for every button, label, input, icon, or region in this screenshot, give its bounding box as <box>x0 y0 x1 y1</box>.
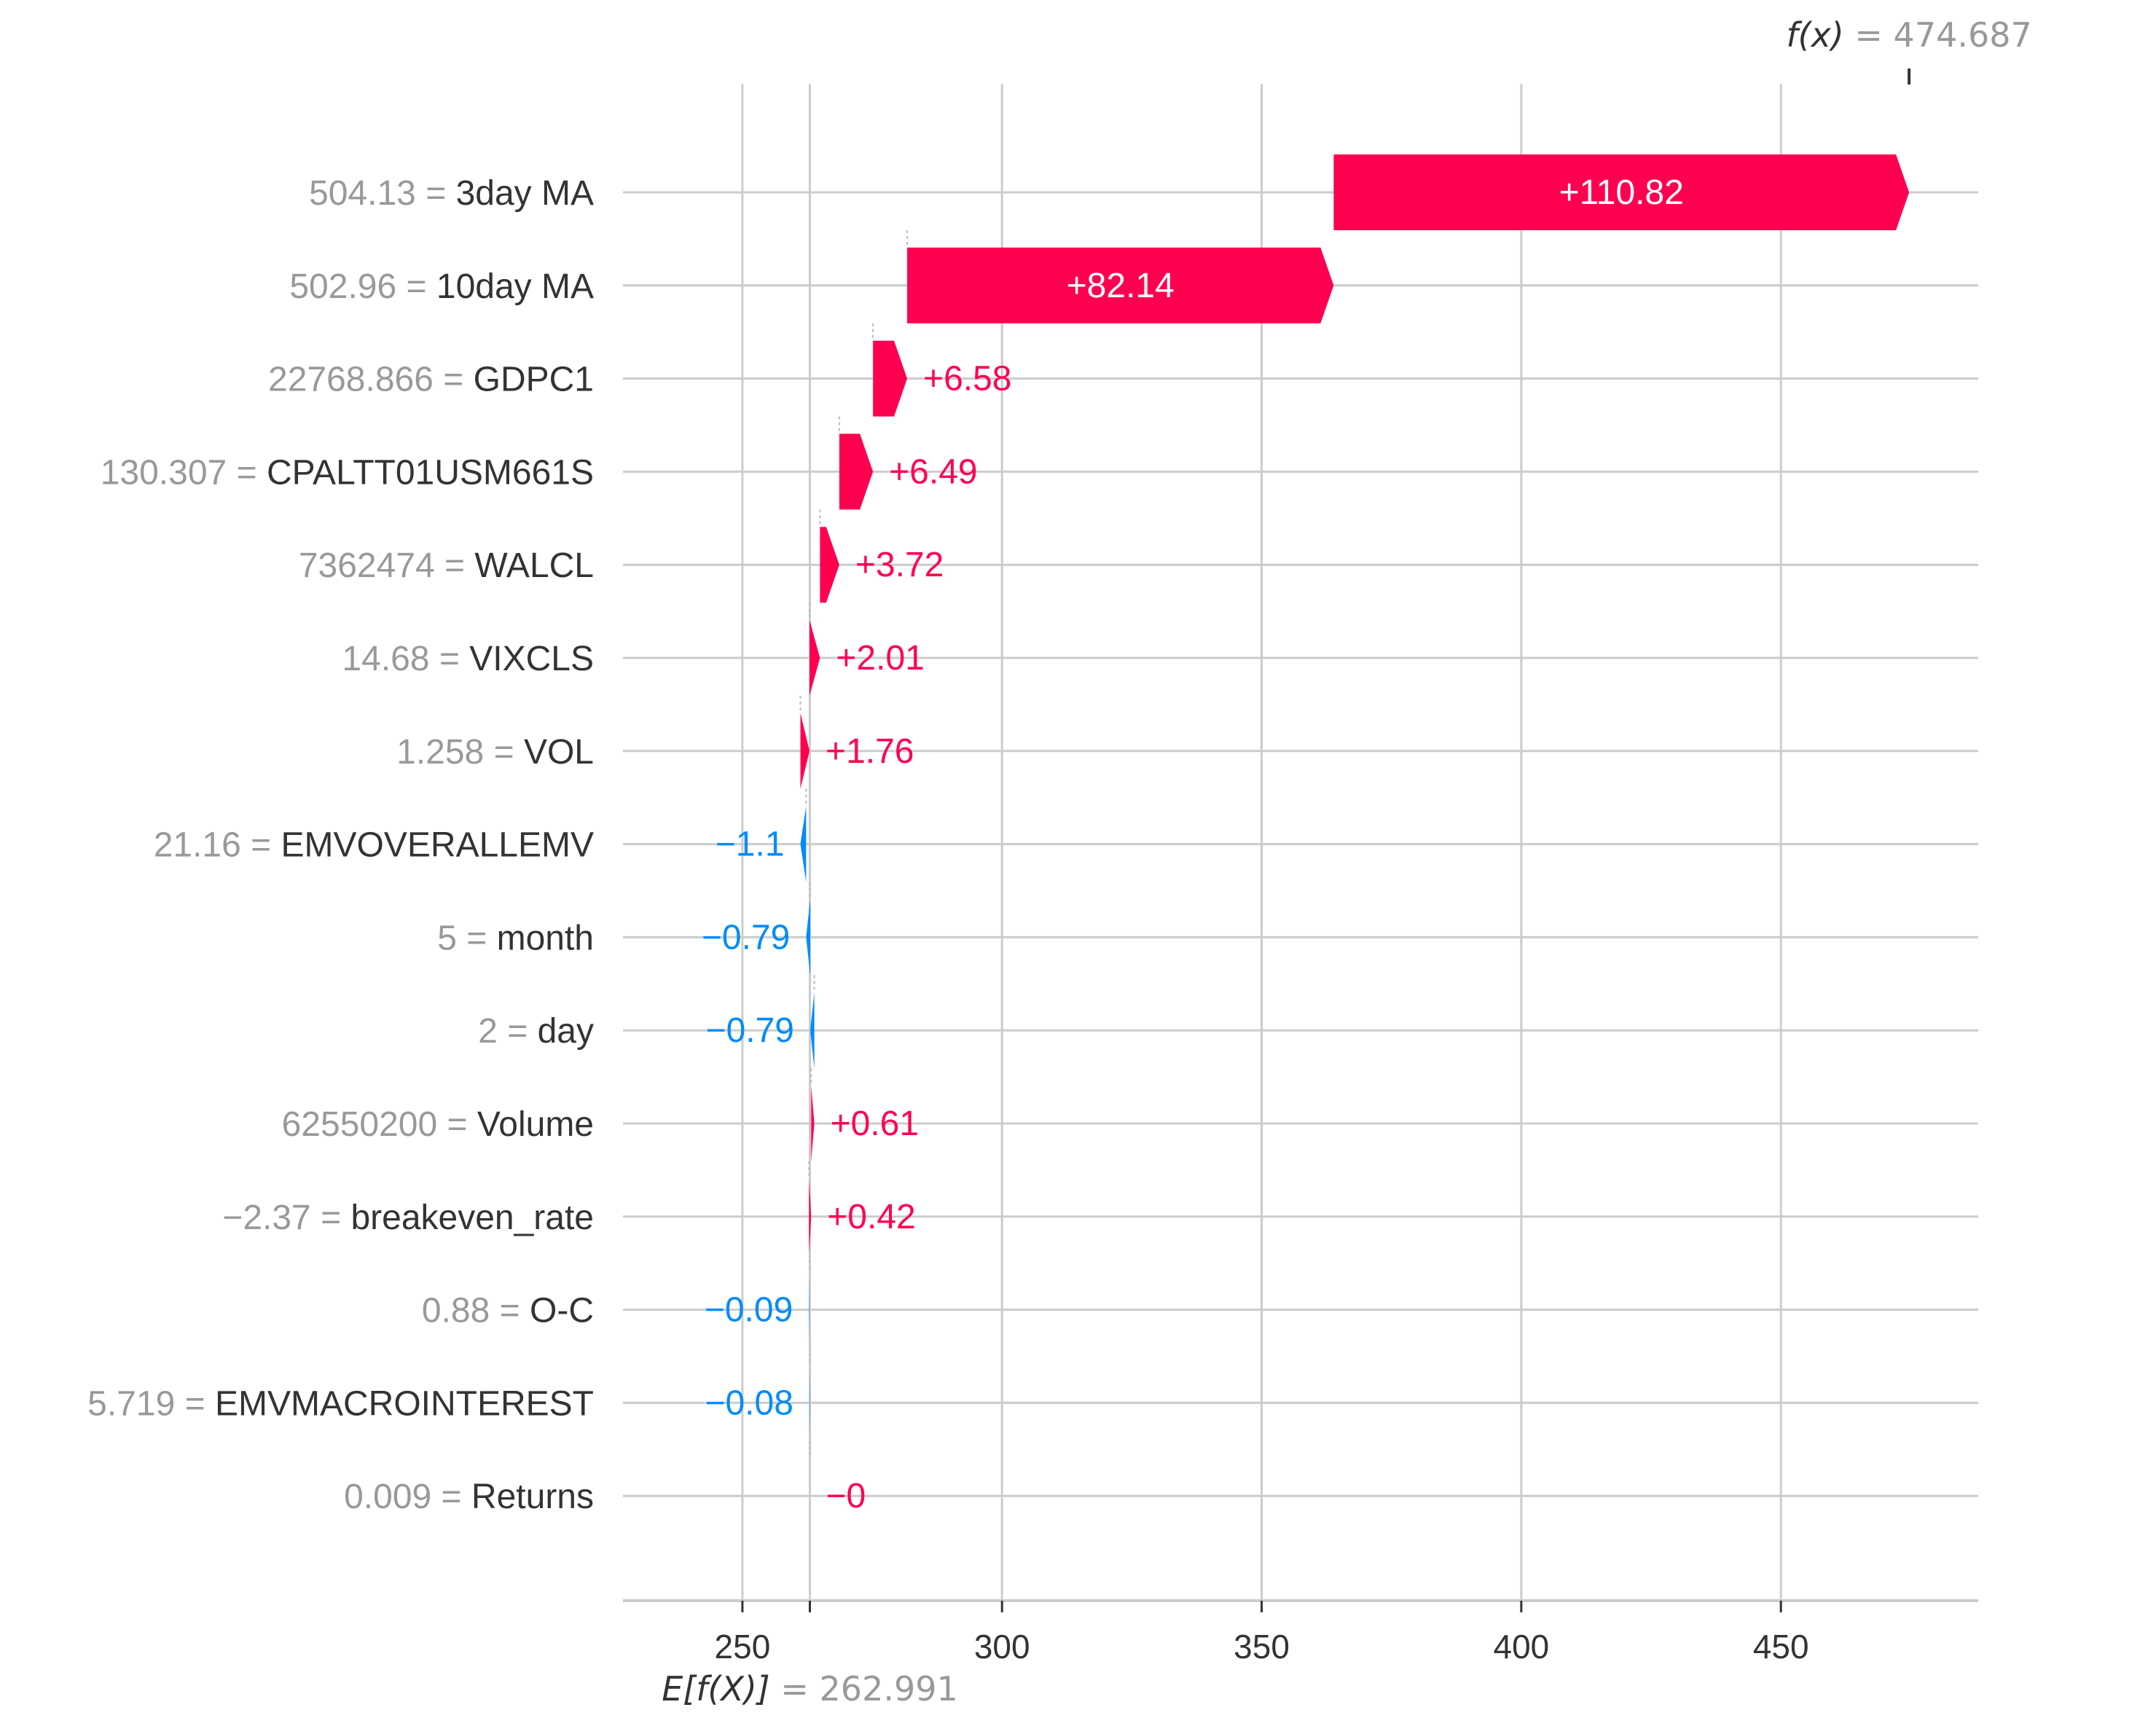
connector-layer <box>799 230 909 1459</box>
feature-name: 10day MA <box>436 267 594 306</box>
feature-name: month <box>497 919 594 957</box>
grid-layer <box>623 84 1978 1601</box>
x-axis: 250 300 350 400 450 E[f(X)] = 262.991 f(x) = 4… <box>623 15 2032 1709</box>
contribution-bar <box>1333 154 1910 230</box>
contribution-label: −0.79 <box>702 918 790 957</box>
contribution-bar <box>907 247 1334 323</box>
output-value-number: = 474.687 <box>1854 15 2031 55</box>
contribution-bar <box>800 806 807 882</box>
feature-name: 3day MA <box>456 174 594 213</box>
contribution-label: +0.42 <box>827 1198 915 1236</box>
contribution-bar <box>806 899 810 976</box>
feature-label: 7362474 = WALCL <box>299 546 594 585</box>
contribution-label: +0.61 <box>831 1105 919 1143</box>
feature-label: 504.13 = 3day MA <box>309 174 594 213</box>
feature-label: 5 = month <box>437 919 594 957</box>
feature-value: 0.009 = <box>344 1478 471 1516</box>
feature-label: −2.37 = breakeven_rate <box>222 1199 594 1237</box>
feature-label: 0.88 = O-C <box>422 1292 594 1330</box>
feature-label: 62550200 = Volume <box>282 1105 594 1144</box>
feature-value: 22768.866 = <box>268 361 474 399</box>
contribution-label: −0 <box>826 1477 866 1515</box>
contribution-label: +82.14 <box>1067 267 1175 305</box>
feature-name: EMVOVERALLEMV <box>281 826 594 865</box>
base-value-label: E[f(X)] = 262.991 <box>662 1669 958 1709</box>
feature-value: 130.307 = <box>101 453 267 492</box>
feature-name: GDPC1 <box>474 361 594 399</box>
feature-value: 5 = <box>437 919 496 957</box>
feature-name: day <box>538 1012 594 1051</box>
base-value-prefix: E[f(X)] <box>662 1669 780 1709</box>
feature-label: 14.68 = VIXCLS <box>342 640 594 678</box>
x-tick-label: 300 <box>974 1628 1030 1666</box>
output-value-prefix: f(x) <box>1786 15 1854 55</box>
contribution-bar <box>811 1086 815 1161</box>
feature-label: 5.719 = EMVMACROINTEREST <box>87 1384 594 1423</box>
base-value-number: = 262.991 <box>780 1669 957 1709</box>
contribution-label: +110.82 <box>1559 173 1684 212</box>
feature-value: 21.16 = <box>154 826 281 865</box>
contribution-bar <box>809 1178 812 1255</box>
feature-label: 502.96 = 10day MA <box>289 267 594 306</box>
contribution-label: +2.01 <box>836 639 924 678</box>
feature-value: 504.13 = <box>309 174 456 213</box>
x-tick-label: 400 <box>1493 1628 1549 1666</box>
contribution-label: +1.76 <box>826 732 914 771</box>
contribution-bar <box>809 1271 810 1348</box>
output-value-label: f(x) = 474.687 <box>1786 15 2031 55</box>
contribution-bar <box>873 340 908 417</box>
feature-name: WALCL <box>474 546 594 585</box>
contribution-label: +3.72 <box>855 546 944 584</box>
x-tick-label: 450 <box>1753 1628 1809 1666</box>
contribution-label: +6.49 <box>889 452 977 491</box>
feature-name: CPALTT01USM661S <box>267 453 594 492</box>
feature-value: 5.719 = <box>87 1384 215 1423</box>
feature-label: 0.009 = Returns <box>344 1478 594 1516</box>
feature-name: Volume <box>477 1105 594 1144</box>
label-layer: +110.82 504.13 = 3day MA +82.14 502.96 = 10… <box>87 173 1684 1516</box>
feature-label: 1.258 = VOL <box>396 733 594 772</box>
feature-value: 14.68 = <box>342 640 469 678</box>
contribution-bar <box>810 992 815 1069</box>
feature-value: −2.37 = <box>222 1199 350 1237</box>
contribution-bar <box>839 434 874 510</box>
contribution-bar <box>810 620 820 696</box>
contribution-label: −1.1 <box>716 825 785 864</box>
feature-value: 7362474 = <box>299 546 475 585</box>
bar-layer <box>800 154 1910 1441</box>
feature-label: 21.16 = EMVOVERALLEMV <box>154 826 594 865</box>
feature-value: 62550200 = <box>282 1105 477 1144</box>
feature-label: 22768.866 = GDPC1 <box>268 361 594 399</box>
feature-name: EMVMACROINTEREST <box>215 1384 594 1423</box>
x-tick-label: 350 <box>1234 1628 1290 1666</box>
feature-name: O-C <box>530 1292 594 1330</box>
contribution-label: +6.58 <box>923 360 1011 399</box>
feature-value: 0.88 = <box>422 1292 530 1330</box>
feature-name: VOL <box>524 733 594 772</box>
feature-value: 2 = <box>478 1012 537 1051</box>
contribution-bar <box>820 527 839 603</box>
feature-name: VIXCLS <box>469 640 594 678</box>
feature-value: 1.258 = <box>396 733 524 772</box>
x-tick-label: 250 <box>715 1628 771 1666</box>
feature-label: 2 = day <box>478 1012 594 1051</box>
contribution-label: −0.79 <box>706 1011 794 1050</box>
feature-name: Returns <box>471 1478 594 1516</box>
feature-label: 130.307 = CPALTT01USM661S <box>101 453 594 492</box>
feature-name: breakeven_rate <box>350 1199 594 1237</box>
contribution-bar <box>800 713 810 789</box>
contribution-label: −0.08 <box>705 1384 793 1422</box>
contribution-label: −0.09 <box>705 1291 793 1330</box>
feature-value: 502.96 = <box>289 267 436 306</box>
